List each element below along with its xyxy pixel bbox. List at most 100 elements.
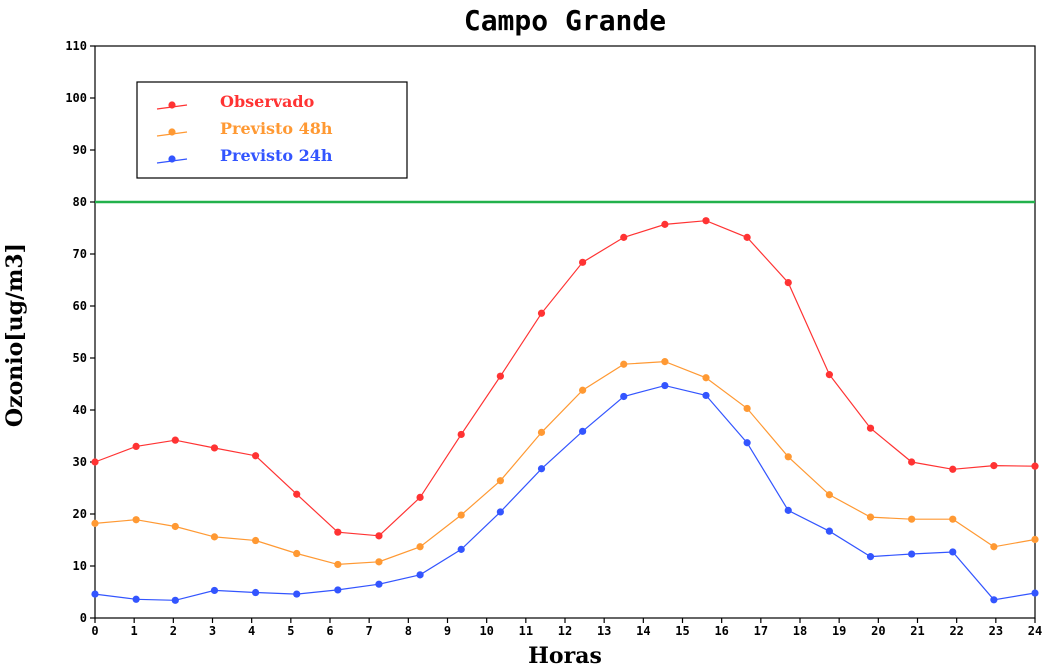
data-point bbox=[949, 515, 957, 523]
x-tick-label: 12 bbox=[558, 624, 572, 638]
y-tick-label: 110 bbox=[65, 39, 87, 53]
x-tick-label: 7 bbox=[366, 624, 373, 638]
x-tick-label: 0 bbox=[91, 624, 98, 638]
y-axis: 0 10 20 30 40 50 60 70 80 90 100 110 bbox=[65, 39, 95, 625]
data-point bbox=[579, 258, 587, 266]
data-point bbox=[990, 596, 998, 604]
data-point bbox=[496, 372, 504, 380]
x-axis: 0 1 2 3 4 5 6 7 8 9 10 11 12 13 14 15 16 17 18 19 20 21 22 23 24 bbox=[91, 618, 1042, 638]
chart-title: Campo Grande bbox=[464, 4, 666, 37]
x-tick-label: 17 bbox=[754, 624, 768, 638]
y-axis-title: Ozonio[ug/m3] bbox=[2, 243, 28, 427]
data-point bbox=[743, 404, 751, 413]
y-tick-label: 0 bbox=[80, 611, 87, 625]
x-tick-label: 18 bbox=[793, 624, 807, 638]
data-point bbox=[210, 586, 219, 595]
legend-label: Previsto 24h bbox=[220, 146, 333, 165]
series-group bbox=[91, 358, 1039, 569]
data-point bbox=[784, 453, 792, 461]
series-group bbox=[91, 381, 1039, 604]
x-tick-label: 1 bbox=[131, 624, 138, 638]
data-point bbox=[375, 580, 383, 588]
x-tick-label: 19 bbox=[832, 624, 846, 638]
y-tick-label: 100 bbox=[65, 91, 87, 105]
x-tick-label: 8 bbox=[405, 624, 412, 638]
data-point bbox=[375, 558, 383, 566]
series-layer bbox=[91, 217, 1039, 604]
x-tick-label: 2 bbox=[170, 624, 177, 638]
y-tick-label: 30 bbox=[73, 455, 87, 469]
y-tick-label: 20 bbox=[73, 507, 87, 521]
data-point bbox=[908, 458, 916, 466]
data-point bbox=[334, 586, 342, 594]
data-point bbox=[702, 217, 710, 225]
data-point bbox=[293, 590, 301, 598]
data-point bbox=[1031, 462, 1039, 470]
series-line bbox=[94, 220, 1036, 537]
data-point bbox=[171, 436, 179, 444]
data-point bbox=[743, 233, 751, 241]
x-tick-label: 16 bbox=[714, 624, 728, 638]
y-tick-label: 80 bbox=[73, 195, 87, 209]
x-tick-label: 20 bbox=[871, 624, 885, 638]
data-point bbox=[251, 452, 260, 460]
data-point bbox=[908, 515, 916, 523]
x-tick-label: 10 bbox=[479, 624, 493, 638]
data-point bbox=[537, 309, 546, 317]
data-point bbox=[457, 430, 465, 439]
legend-label: Observado bbox=[220, 92, 315, 111]
data-point bbox=[375, 532, 383, 540]
data-point bbox=[334, 528, 342, 536]
legend-label: Previsto 48h bbox=[220, 119, 333, 138]
x-tick-label: 9 bbox=[444, 624, 451, 638]
data-point bbox=[784, 506, 792, 514]
x-tick-label: 15 bbox=[675, 624, 689, 638]
x-tick-label: 24 bbox=[1028, 624, 1042, 638]
x-axis-title: Horas bbox=[528, 643, 602, 669]
data-point bbox=[416, 493, 424, 501]
data-point bbox=[866, 553, 875, 561]
x-tick-label: 14 bbox=[636, 624, 650, 638]
y-tick-label: 60 bbox=[73, 299, 87, 313]
x-tick-label: 21 bbox=[910, 624, 924, 638]
data-point bbox=[416, 543, 424, 551]
y-tick-label: 90 bbox=[73, 143, 87, 157]
data-point bbox=[661, 381, 669, 390]
data-point bbox=[496, 508, 504, 516]
data-point bbox=[866, 424, 875, 432]
legend: Observado Previsto 48h Previsto 24h bbox=[136, 81, 408, 179]
data-point bbox=[784, 279, 792, 287]
y-tick-label: 40 bbox=[73, 403, 87, 417]
data-point bbox=[251, 588, 260, 597]
legend-swatch-marker bbox=[168, 155, 176, 163]
series-line bbox=[94, 384, 1036, 601]
data-point bbox=[91, 458, 99, 466]
x-tick-label: 6 bbox=[326, 624, 333, 638]
data-point bbox=[91, 519, 99, 527]
data-point bbox=[949, 548, 957, 556]
data-point bbox=[949, 465, 957, 473]
legend-swatch-marker bbox=[168, 128, 176, 136]
data-point bbox=[661, 220, 669, 228]
y-tick-label: 10 bbox=[73, 559, 87, 573]
data-point bbox=[416, 571, 424, 579]
legend-box bbox=[136, 81, 408, 179]
data-point bbox=[1031, 535, 1039, 544]
data-point bbox=[132, 595, 140, 603]
data-point bbox=[132, 516, 140, 524]
data-point bbox=[293, 549, 301, 558]
data-point bbox=[743, 439, 751, 447]
data-point bbox=[496, 477, 504, 485]
data-point bbox=[457, 545, 465, 553]
data-point bbox=[457, 511, 465, 519]
x-tick-label: 13 bbox=[597, 624, 611, 638]
data-point bbox=[620, 360, 628, 368]
data-point bbox=[537, 465, 546, 473]
data-point bbox=[171, 596, 179, 604]
x-tick-label: 11 bbox=[519, 624, 533, 638]
data-point bbox=[661, 358, 669, 366]
data-point bbox=[620, 392, 628, 401]
data-point bbox=[1031, 589, 1039, 597]
data-point bbox=[990, 543, 998, 551]
